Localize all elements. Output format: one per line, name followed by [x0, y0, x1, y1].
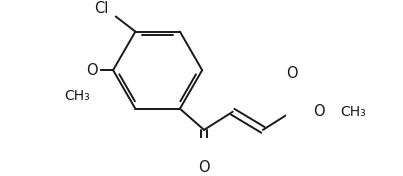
Text: O: O: [286, 66, 297, 81]
Text: O: O: [198, 160, 210, 175]
Text: CH₃: CH₃: [64, 89, 90, 103]
Text: O: O: [86, 63, 98, 78]
Text: Cl: Cl: [94, 1, 108, 16]
Text: CH₃: CH₃: [341, 105, 366, 119]
Text: O: O: [314, 104, 325, 119]
